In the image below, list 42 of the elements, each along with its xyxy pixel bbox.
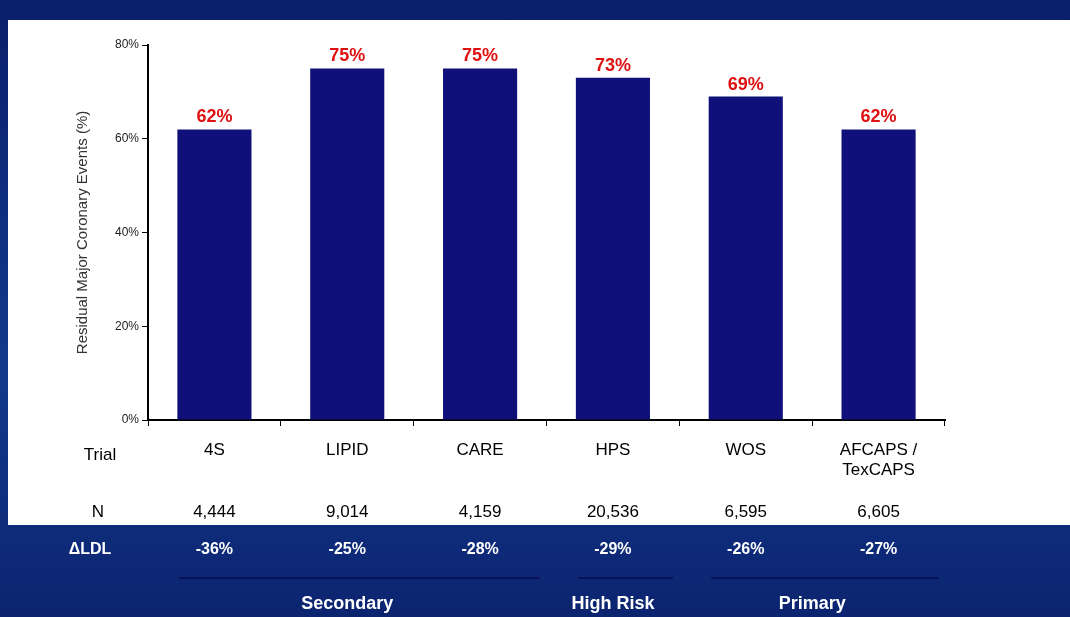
x-tick-label: 4S	[204, 439, 225, 459]
data-label: 75%	[462, 45, 499, 66]
bar	[310, 68, 385, 420]
data-label: 73%	[594, 54, 631, 75]
bar	[841, 129, 916, 420]
y-tick-label: 40%	[114, 224, 140, 239]
y-tick-label: 80%	[114, 37, 140, 52]
bar	[443, 68, 518, 420]
x-tick-label: WOS	[725, 439, 767, 459]
bar	[177, 129, 252, 420]
y-tick-label: 0%	[121, 412, 140, 427]
data-label: 75%	[329, 45, 366, 66]
data-label: 69%	[727, 73, 764, 94]
text: -28%	[461, 540, 499, 558]
x-tick-label: AFCAPS / TexCAPS	[839, 439, 918, 480]
y-tick-label: 20%	[114, 318, 140, 333]
x-tick-label: LIPID	[325, 439, 369, 459]
text: 9,014	[325, 501, 369, 521]
text: -29%	[594, 540, 632, 558]
text: 20,536	[586, 501, 639, 521]
text: Primary	[778, 592, 846, 613]
y-tick-label: 60%	[114, 131, 140, 146]
text: 4,444	[193, 501, 236, 521]
x-tick-label: CARE	[456, 439, 504, 459]
x-tick-label: HPS	[595, 439, 631, 459]
bar	[575, 77, 650, 420]
text: High Risk	[571, 592, 656, 613]
y-axis-title: Residual Major Coronary Events (%)	[73, 110, 91, 355]
text: -26%	[727, 540, 765, 558]
text: -25%	[328, 540, 366, 558]
text: -27%	[859, 540, 898, 558]
data-label: 62%	[196, 106, 233, 127]
text: Trial	[83, 444, 117, 464]
bar	[708, 96, 783, 420]
text: 4,159	[458, 501, 502, 521]
text: N	[91, 501, 105, 521]
text: Secondary	[301, 592, 394, 613]
data-label: 62%	[860, 106, 897, 127]
text: -36%	[195, 540, 234, 558]
text: ΔLDL	[68, 540, 112, 558]
text: 6,595	[724, 501, 768, 521]
text: 6,605	[857, 501, 900, 521]
